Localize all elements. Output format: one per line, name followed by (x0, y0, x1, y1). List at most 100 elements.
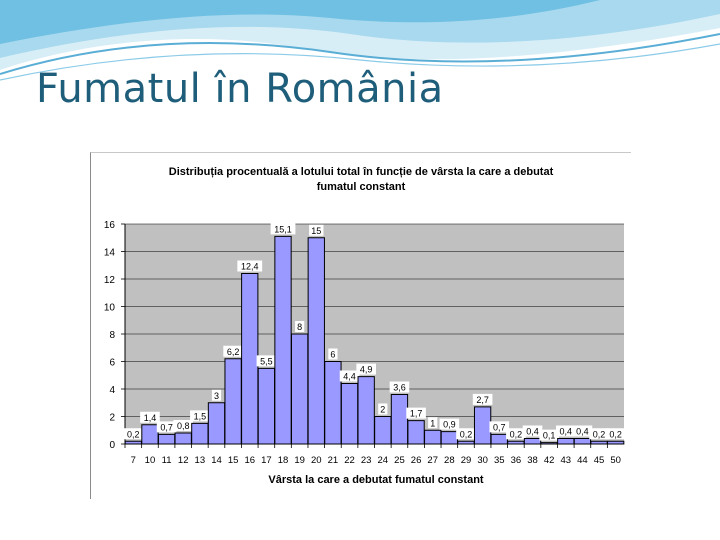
data-label-background (378, 403, 388, 415)
data-label: 1 (430, 418, 435, 428)
data-label-background (140, 411, 160, 423)
data-label: 0,4 (576, 427, 589, 437)
data-label-background (489, 421, 510, 433)
y-tick-label: 2 (109, 413, 115, 424)
x-tick-label: 44 (577, 455, 588, 466)
data-label: 0,2 (460, 429, 473, 439)
x-tick-label: 22 (344, 455, 355, 466)
bar (340, 383, 359, 445)
bar (241, 273, 259, 445)
data-label-background (339, 370, 360, 382)
data-label-background (522, 425, 543, 437)
y-tick-label: 16 (104, 220, 116, 231)
data-label-background (270, 223, 296, 235)
data-label: 4,9 (360, 365, 373, 375)
plot-area: 02468101214160,271,4100,7110,8121,513314… (104, 220, 626, 466)
data-label-background (356, 363, 376, 375)
bar (274, 235, 292, 445)
x-tick-label: 20 (311, 455, 322, 466)
x-tick-label: 35 (494, 455, 505, 466)
data-label: 0,8 (177, 421, 190, 431)
data-label-background (156, 421, 177, 433)
bar (124, 440, 142, 445)
decorative-wave-header (0, 0, 720, 81)
data-label: 12,4 (241, 262, 259, 272)
bar (191, 422, 209, 445)
bar (523, 438, 542, 445)
bar (507, 440, 525, 445)
data-label: 8 (297, 322, 302, 332)
bar (424, 429, 442, 445)
data-label: 15,1 (274, 224, 292, 234)
y-tick-label: 14 (104, 248, 116, 259)
data-label: 1,4 (144, 413, 157, 423)
x-tick-label: 27 (427, 455, 438, 466)
x-tick-label: 19 (294, 455, 305, 466)
x-tick-label: 24 (378, 455, 389, 466)
data-label: 3,6 (393, 383, 406, 393)
data-label: 0,4 (526, 427, 539, 437)
y-tick-label: 8 (109, 330, 115, 341)
bar (440, 431, 459, 445)
data-label: 0,9 (443, 420, 456, 430)
y-tick-label: 12 (104, 275, 116, 286)
bar (407, 420, 425, 445)
data-label: 4,4 (343, 372, 356, 382)
bar (607, 440, 625, 445)
bar-chart: Distribuția procentuală a lotului total … (104, 166, 626, 486)
bar (307, 237, 325, 445)
chart-title-line-1: Distribuția procentuală a lotului total … (169, 166, 554, 178)
data-label-background (456, 428, 476, 440)
slide-title: Fumatul în România (36, 66, 444, 112)
x-tick-label: 45 (594, 455, 605, 466)
x-axis-label: Vârsta la care a debutat fumatul constan… (268, 474, 484, 486)
data-label-background (295, 321, 305, 332)
data-label: 0,2 (127, 429, 140, 439)
x-tick-label: 13 (195, 455, 206, 466)
y-tick-label: 0 (109, 440, 115, 451)
x-tick-label: 7 (131, 455, 136, 466)
data-label: 2 (380, 405, 385, 415)
data-label: 0,2 (593, 429, 606, 439)
bar (490, 433, 508, 445)
bar (257, 367, 276, 445)
data-label: 0,4 (560, 427, 573, 437)
bar (357, 376, 375, 445)
y-tick-label: 6 (109, 358, 115, 369)
data-label: 0,2 (609, 429, 622, 439)
bar (540, 442, 558, 445)
data-label: 0,1 (543, 431, 556, 441)
x-tick-label: 17 (261, 455, 272, 466)
data-label-background (123, 428, 144, 440)
data-label-background (406, 407, 426, 419)
bar (324, 361, 342, 445)
data-label-background (506, 428, 526, 440)
x-tick-label: 25 (394, 455, 405, 466)
x-tick-label: 12 (178, 455, 189, 466)
x-tick-label: 50 (610, 455, 621, 466)
data-label: 15 (311, 226, 321, 236)
bar (290, 333, 309, 445)
data-label-background (190, 410, 210, 422)
x-tick-label: 11 (162, 455, 172, 466)
x-tick-label: 38 (527, 455, 538, 466)
x-tick-label: 15 (228, 455, 239, 466)
data-label-background (237, 260, 263, 272)
x-tick-label: 42 (544, 455, 555, 466)
bar (457, 440, 475, 445)
bar (207, 402, 226, 445)
data-label-background (555, 425, 576, 437)
data-label-background (605, 428, 626, 440)
data-label: 1,7 (410, 409, 423, 419)
bar (557, 438, 575, 445)
bar (157, 433, 176, 445)
data-label-background (211, 389, 222, 401)
data-label-background (223, 345, 243, 357)
x-tick-label: 30 (477, 455, 488, 466)
data-label: 0,7 (493, 422, 506, 432)
data-label-background (589, 428, 609, 440)
x-tick-label: 26 (411, 455, 422, 466)
data-label-background (256, 355, 277, 367)
data-label: 3 (214, 391, 219, 401)
bar (141, 424, 159, 445)
